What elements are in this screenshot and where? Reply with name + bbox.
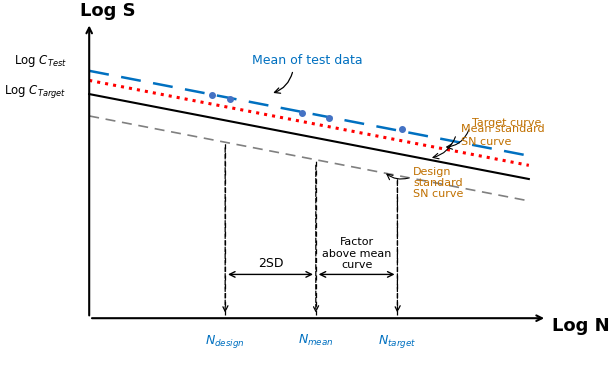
Text: Log N: Log N: [552, 317, 609, 335]
Text: Target curve: Target curve: [472, 118, 542, 128]
Text: Log S: Log S: [80, 2, 136, 20]
Text: Log $C_{Target}$: Log $C_{Target}$: [4, 83, 66, 100]
Text: Log $C_{Test}$: Log $C_{Test}$: [14, 53, 66, 69]
Text: Factor
above mean
curve: Factor above mean curve: [322, 237, 391, 270]
Text: $N_{target}$: $N_{target}$: [378, 333, 416, 350]
Text: Design: Design: [413, 167, 452, 177]
Text: SN curve: SN curve: [461, 137, 511, 147]
Text: 2SD: 2SD: [258, 257, 284, 270]
Text: $N_{design}$: $N_{design}$: [205, 333, 245, 350]
Text: standard: standard: [413, 178, 463, 188]
Text: SN curve: SN curve: [413, 189, 464, 199]
Text: $N_{mean}$: $N_{mean}$: [298, 333, 333, 348]
Text: Mean of test data: Mean of test data: [252, 54, 363, 67]
Text: Mean standard: Mean standard: [461, 124, 544, 133]
